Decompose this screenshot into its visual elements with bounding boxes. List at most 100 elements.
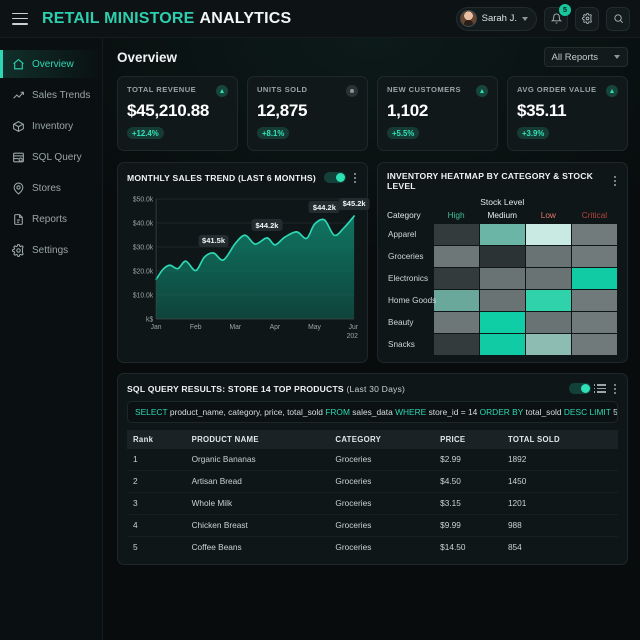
heatmap-table: Stock Level Category High Medium Low Critica… xyxy=(387,195,619,356)
heatmap-row: Electronics xyxy=(387,266,619,290)
sales-trend-toggle[interactable] xyxy=(324,172,346,183)
table-row[interactable]: 1 Organic Bananas Groceries $2.99 1892 xyxy=(127,448,618,471)
heatmap-cell[interactable] xyxy=(570,310,619,334)
sql-token: total_sold xyxy=(523,406,564,417)
svg-text:May: May xyxy=(308,323,321,330)
heatmap-row-label: Apparel xyxy=(388,229,417,239)
sidebar-item-label: Sales Trends xyxy=(32,89,91,101)
heatmap-cell[interactable] xyxy=(478,310,526,334)
heatmap-cell[interactable] xyxy=(524,266,572,290)
table-cell: $2.99 xyxy=(434,448,502,471)
list-view-icon[interactable] xyxy=(593,384,606,393)
table-column-header[interactable]: Rank xyxy=(127,429,186,449)
heatmap-cell[interactable] xyxy=(570,332,619,356)
panel-header: MONTHLY SALES TREND (LAST 6 MONTHS) xyxy=(127,171,358,185)
table-cell: Groceries xyxy=(329,448,435,471)
bell-icon xyxy=(550,13,562,24)
report-filter-select[interactable]: All Reports xyxy=(543,47,628,67)
sidebar-item-settings[interactable]: Settings xyxy=(0,236,102,264)
kpi-label: UNITS SOLD xyxy=(257,85,308,94)
sidebar-item-overview[interactable]: Overview xyxy=(0,50,102,78)
kpi-header: UNITS SOLD xyxy=(257,85,358,97)
heatmap-cell[interactable] xyxy=(570,244,619,268)
table-cell: Groceries xyxy=(329,492,435,515)
heatmap-cell[interactable] xyxy=(432,266,480,290)
svg-text:Jan: Jan xyxy=(151,323,162,330)
heatmap-cell[interactable] xyxy=(478,266,526,290)
table-row[interactable]: 3 Whole Milk Groceries $3.15 1201 xyxy=(127,492,618,515)
sidebar-item-inventory[interactable]: Inventory xyxy=(0,112,102,140)
sales-trend-chart: k$ $10.0k $20.0k $30.0k $40.0k $50.0k Jan Feb Ma… xyxy=(127,189,370,349)
app-brand: RETAIL MINISTORE ANALYTICS xyxy=(42,10,291,28)
heatmap-col-header: Critical xyxy=(581,209,608,220)
heatmap-cell[interactable] xyxy=(524,310,572,334)
kpi-card-units-sold[interactable]: UNITS SOLD 12,875 +8.1% xyxy=(247,76,368,151)
heatmap-cell[interactable] xyxy=(478,288,526,312)
sql-query-text[interactable]: SELECT product_name, category, price, to… xyxy=(127,400,618,423)
heatmap-cell[interactable] xyxy=(524,244,572,268)
sidebar-item-reports[interactable]: Reports xyxy=(0,205,102,233)
table-cell: 988 xyxy=(501,514,618,537)
sidebar: Overview Sales Trends Inventory SQL Quer… xyxy=(0,38,103,640)
kpi-cards: TOTAL REVENUE $45,210.88 +12.4% UNITS SO… xyxy=(117,76,628,151)
sidebar-item-label: Inventory xyxy=(32,120,74,132)
table-cell: 1201 xyxy=(501,492,618,515)
kebab-menu-icon[interactable] xyxy=(612,174,618,188)
sidebar-item-sql-query[interactable]: SQL Query xyxy=(0,143,102,171)
kpi-delta-badge: +8.1% xyxy=(257,127,290,139)
table-cell: 3 xyxy=(127,492,186,515)
table-cell: 2 xyxy=(127,470,186,493)
sql-results-toggle[interactable] xyxy=(569,383,591,394)
report-filter-value: All Reports xyxy=(551,51,598,63)
heatmap-cell[interactable] xyxy=(478,244,526,268)
sidebar-item-stores[interactable]: Stores xyxy=(0,174,102,202)
table-cell: $9.99 xyxy=(434,514,502,537)
heatmap-col-header: Medium xyxy=(487,209,517,220)
table-row[interactable]: 5 Coffee Beans Groceries $14.50 854 xyxy=(127,536,618,558)
top-bar: RETAIL MINISTORE ANALYTICS Sarah J. 5 xyxy=(0,0,640,38)
heatmap-cell[interactable] xyxy=(524,332,572,356)
heatmap-cell[interactable] xyxy=(524,222,572,246)
table-column-header[interactable]: CATEGORY xyxy=(329,429,435,449)
heatmap-cell[interactable] xyxy=(570,288,619,312)
sql-token: SELECT xyxy=(135,406,168,417)
notifications-button[interactable]: 5 xyxy=(544,3,571,31)
kpi-label: TOTAL REVENUE xyxy=(127,85,197,94)
svg-text:Apr: Apr xyxy=(270,323,281,330)
kebab-menu-icon[interactable] xyxy=(352,171,358,185)
svg-text:$30.0k: $30.0k xyxy=(133,244,154,251)
heatmap-cell[interactable] xyxy=(432,288,480,312)
sidebar-item-sales-trends[interactable]: Sales Trends xyxy=(0,81,102,109)
heatmap-cell[interactable] xyxy=(478,222,526,246)
table-column-header[interactable]: PRICE xyxy=(434,429,502,449)
kpi-delta-badge: +3.9% xyxy=(517,127,550,139)
table-row[interactable]: 2 Artisan Bread Groceries $4.50 1450 xyxy=(127,470,618,493)
heatmap-cell[interactable] xyxy=(478,332,526,356)
kpi-card-new-customers[interactable]: NEW CUSTOMERS 1,102 +5.5% xyxy=(377,76,498,151)
settings-button[interactable] xyxy=(575,6,599,31)
kpi-card-total-revenue[interactable]: TOTAL REVENUE $45,210.88 +12.4% xyxy=(117,76,238,151)
kpi-header: TOTAL REVENUE xyxy=(127,85,228,97)
heatmap-cell[interactable] xyxy=(432,244,480,268)
heatmap-cell[interactable] xyxy=(432,332,480,356)
heatmap-cell[interactable] xyxy=(432,310,480,334)
heatmap-cell[interactable] xyxy=(524,288,572,312)
search-button[interactable] xyxy=(606,6,630,31)
charts-row: MONTHLY SALES TREND (LAST 6 MONTHS) k$ $1… xyxy=(117,161,628,363)
svg-text:k$: k$ xyxy=(146,316,153,323)
heatmap-cell[interactable] xyxy=(432,222,480,246)
user-menu[interactable]: Sarah J. xyxy=(455,6,537,31)
table-column-header[interactable]: TOTAL SOLD xyxy=(501,429,618,449)
hamburger-icon[interactable] xyxy=(12,12,28,25)
heatmap-cell[interactable] xyxy=(570,266,619,290)
sales-line-chart-svg: k$ $10.0k $20.0k $30.0k $40.0k $50.0k Jan Feb Ma… xyxy=(133,196,362,340)
kpi-card-avg-order-value[interactable]: AVG ORDER VALUE $35.11 +3.9% xyxy=(507,76,628,151)
sql-token: 5; xyxy=(613,406,618,417)
kpi-delta-badge: +12.4% xyxy=(127,127,164,139)
top-bar-actions: Sarah J. 5 xyxy=(455,3,630,31)
table-column-header[interactable]: PRODUCT NAME xyxy=(185,429,330,449)
kebab-menu-icon[interactable] xyxy=(612,382,618,396)
sidebar-item-label: Overview xyxy=(32,58,74,70)
table-row[interactable]: 4 Chicken Breast Groceries $9.99 988 xyxy=(127,514,618,537)
heatmap-cell[interactable] xyxy=(570,222,619,246)
